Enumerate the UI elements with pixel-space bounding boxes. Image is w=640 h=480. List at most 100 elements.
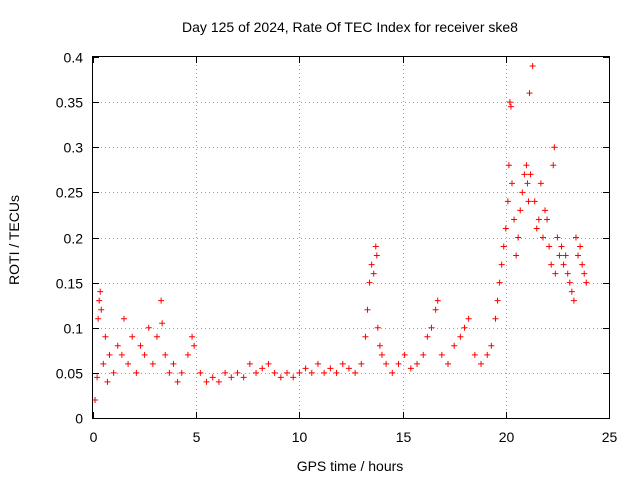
data-point xyxy=(110,369,117,376)
data-point xyxy=(395,360,402,367)
data-point xyxy=(558,243,565,250)
data-point xyxy=(494,297,501,304)
data-point xyxy=(570,297,577,304)
data-point xyxy=(358,360,365,367)
data-point xyxy=(389,369,396,376)
x-tick-label: 25 xyxy=(602,429,618,445)
data-point xyxy=(401,351,408,358)
data-point xyxy=(438,351,445,358)
data-point xyxy=(572,234,579,241)
x-tick-label: 0 xyxy=(90,429,98,445)
data-point xyxy=(125,360,132,367)
data-point xyxy=(364,306,371,313)
data-point xyxy=(203,378,210,385)
data-point xyxy=(508,180,515,187)
data-point xyxy=(271,369,278,376)
data-point xyxy=(333,369,340,376)
data-point xyxy=(141,351,148,358)
data-point xyxy=(556,252,563,259)
data-point xyxy=(118,351,125,358)
data-point xyxy=(564,270,571,277)
y-axis-title: ROTI / TECUs xyxy=(6,195,22,285)
data-point xyxy=(577,243,584,250)
y-tick-label: 0.4 xyxy=(64,50,84,66)
x-tick-label: 15 xyxy=(396,429,412,445)
data-point xyxy=(376,342,383,349)
data-point xyxy=(159,320,166,327)
data-point xyxy=(420,351,427,358)
data-point xyxy=(314,360,321,367)
x-tick-label: 20 xyxy=(499,429,515,445)
data-point xyxy=(95,315,102,322)
data-point xyxy=(366,279,373,286)
y-tick-label: 0.35 xyxy=(56,95,83,111)
data-point xyxy=(524,180,531,187)
data-point xyxy=(581,270,588,277)
data-point xyxy=(162,351,169,358)
data-point xyxy=(575,252,582,259)
data-point xyxy=(114,342,121,349)
data-point xyxy=(523,162,530,169)
data-point xyxy=(548,261,555,268)
data-point xyxy=(550,162,557,169)
data-point xyxy=(492,315,499,322)
data-point xyxy=(370,270,377,277)
data-point xyxy=(102,333,109,340)
data-point xyxy=(345,365,352,372)
data-point xyxy=(100,360,107,367)
data-point xyxy=(478,360,485,367)
data-point xyxy=(308,369,315,376)
data-point xyxy=(451,342,458,349)
data-point xyxy=(552,270,559,277)
data-point xyxy=(339,360,346,367)
y-tick-label: 0.15 xyxy=(56,276,83,292)
data-point xyxy=(506,99,513,106)
data-point xyxy=(374,324,381,331)
data-point xyxy=(471,351,478,358)
data-point xyxy=(378,351,385,358)
data-point xyxy=(533,225,540,232)
data-point xyxy=(515,234,522,241)
y-tick-label: 0 xyxy=(75,411,83,427)
data-point xyxy=(507,103,514,110)
data-point xyxy=(465,315,472,322)
data-point xyxy=(457,333,464,340)
data-point xyxy=(372,243,379,250)
data-point xyxy=(554,234,561,241)
data-point xyxy=(407,365,414,372)
data-point xyxy=(149,360,156,367)
data-point xyxy=(184,351,191,358)
x-axis-title: GPS time / hours xyxy=(297,458,404,474)
data-point xyxy=(106,351,113,358)
data-point xyxy=(104,378,111,385)
data-point xyxy=(352,369,359,376)
data-point xyxy=(531,198,538,205)
grid-lines xyxy=(93,57,609,418)
data-point xyxy=(259,365,266,372)
data-point xyxy=(209,374,216,381)
data-point xyxy=(265,360,272,367)
data-point xyxy=(560,261,567,268)
data-point xyxy=(539,234,546,241)
data-point xyxy=(519,189,526,196)
data-point xyxy=(383,360,390,367)
plot-area-border xyxy=(92,56,610,419)
data-point xyxy=(511,216,518,223)
data-point xyxy=(277,374,284,381)
data-point xyxy=(92,396,99,403)
x-tick-label: 5 xyxy=(193,429,201,445)
data-point xyxy=(145,324,152,331)
data-point xyxy=(521,171,528,178)
data-point xyxy=(170,360,177,367)
data-point xyxy=(296,369,303,376)
data-point xyxy=(158,297,165,304)
data-point xyxy=(579,261,586,268)
data-point xyxy=(496,279,503,286)
y-tick-label: 0.1 xyxy=(64,321,84,337)
data-point xyxy=(246,360,253,367)
data-point xyxy=(120,315,127,322)
data-point xyxy=(529,63,536,70)
data-point xyxy=(535,216,542,223)
data-point xyxy=(253,369,260,376)
